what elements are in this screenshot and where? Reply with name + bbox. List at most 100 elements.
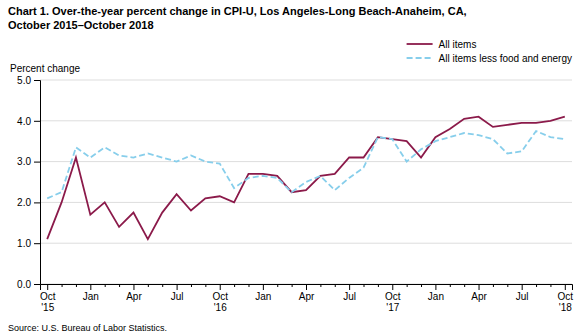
x-tick: [421, 284, 422, 287]
x-tick: Jul: [343, 284, 356, 302]
y-tick-mark: [34, 243, 40, 244]
y-tick-label: 0.0: [17, 279, 31, 290]
x-tick-mark: [479, 284, 480, 290]
x-tick-label-line: Jan: [255, 291, 271, 302]
x-tick-mark: [133, 284, 134, 290]
x-tick-mark: [536, 284, 537, 287]
x-tick-mark: [522, 284, 523, 290]
x-tick-label: Oct'16: [212, 291, 228, 313]
x-tick-mark: [191, 284, 192, 287]
x-tick-mark: [105, 284, 106, 287]
x-tick-mark: [565, 284, 566, 290]
x-tick: [105, 284, 106, 287]
x-axis: Oct'15JanAprJulOct'16JanAprJulOct'17JanA…: [40, 284, 573, 313]
x-tick: Jan: [255, 284, 271, 302]
x-tick-mark: [119, 284, 120, 287]
y-axis: 0.0 1.0 2.0 3.0 4.0 5.0: [17, 75, 40, 290]
x-tick-mark: [364, 284, 365, 287]
x-tick: Oct'16: [212, 284, 228, 313]
y-tick: 3.0: [17, 156, 40, 167]
y-tick-mark: [34, 162, 40, 163]
x-tick-label-line: Apr: [471, 291, 487, 302]
x-tick-label-line: Jul: [171, 291, 184, 302]
x-tick: [277, 284, 278, 287]
x-tick-mark: [507, 284, 508, 287]
y-tick-label: 2.0: [17, 197, 31, 208]
x-axis-line: [41, 285, 573, 291]
x-tick-mark: [349, 284, 350, 290]
x-tick: Jan: [83, 284, 99, 302]
x-tick-mark: [392, 284, 393, 290]
x-tick: [335, 284, 336, 287]
x-tick: Apr: [299, 284, 315, 302]
x-tick-label: Jul: [516, 291, 529, 302]
x-tick-mark: [248, 284, 249, 287]
x-tick: [450, 284, 451, 287]
y-tick: 5.0: [17, 75, 40, 86]
x-tick: [507, 284, 508, 287]
y-tick: 2.0: [17, 197, 40, 208]
lines: [47, 117, 565, 239]
x-tick-label: Apr: [126, 291, 142, 302]
x-tick-label-line: Oct: [40, 291, 56, 302]
x-tick-label-line: Oct: [212, 291, 228, 302]
title: Chart 1. Over-the-year percent change in…: [8, 5, 467, 17]
x-tick: Apr: [126, 284, 142, 302]
x-tick-mark: [306, 284, 307, 290]
y-tick-label: 5.0: [17, 75, 31, 86]
y-label: Percent change: [10, 63, 80, 74]
legend-label: All items less food and energy: [439, 53, 572, 64]
x-tick-mark: [220, 284, 221, 290]
x-tick: [464, 284, 465, 287]
x-tick: [162, 284, 163, 287]
x-tick-label-line: Jul: [343, 291, 356, 302]
x-tick-mark: [378, 284, 379, 287]
x-tick: Oct'15: [40, 284, 56, 313]
x-tick-label-line: '18: [559, 302, 572, 313]
x-tick-label: Jan: [255, 291, 271, 302]
grid-line: [40, 80, 572, 81]
x-tick: [205, 284, 206, 287]
x-tick: [320, 284, 321, 287]
legend-item: All items less food and energy: [407, 53, 572, 64]
y-tick-label: 4.0: [17, 116, 31, 127]
grid-line: [40, 161, 572, 162]
x-tick: [407, 284, 408, 287]
x-tick-label: Jul: [343, 291, 356, 302]
x-tick-mark: [421, 284, 422, 287]
x-tick-label: Oct'15: [40, 291, 56, 313]
x-tick: Jul: [516, 284, 529, 302]
grid: [40, 80, 572, 284]
y-tick: 1.0: [17, 238, 40, 249]
x-tick: [191, 284, 192, 287]
plot: 0.0 1.0 2.0 3.0 4.0 5.0 Oct'15 Jan Apr Jul Oct'16 J…: [17, 75, 573, 313]
legend-item: All items: [407, 39, 477, 50]
x-tick: [550, 284, 551, 287]
x-tick: [364, 284, 365, 287]
legend-label: All items: [439, 39, 477, 50]
x-tick-label-line: Oct: [385, 291, 401, 302]
x-tick: Oct'17: [385, 284, 401, 313]
y-tick: 0.0: [17, 279, 40, 290]
x-tick-mark: [234, 284, 235, 287]
legend-swatch: [407, 43, 433, 45]
x-tick: [378, 284, 379, 287]
x-tick: Apr: [471, 284, 487, 302]
x-tick: [234, 284, 235, 287]
x-tick: [292, 284, 293, 287]
y-tick-mark: [34, 121, 40, 122]
x-tick-label-line: Apr: [126, 291, 142, 302]
x-tick-mark: [90, 284, 91, 290]
x-tick: [148, 284, 149, 287]
x-tick-mark: [464, 284, 465, 287]
y-tick: 4.0: [17, 116, 40, 127]
y-tick-mark: [34, 202, 40, 203]
x-tick-label: Oct'17: [385, 291, 401, 313]
x-tick: [493, 284, 494, 287]
x-tick-label-line: '17: [386, 302, 399, 313]
x-tick-label: Jan: [83, 291, 99, 302]
x-tick-mark: [62, 284, 63, 287]
x-tick-mark: [435, 284, 436, 290]
x-tick-label: Jan: [428, 291, 444, 302]
x-tick-label-line: Jan: [428, 291, 444, 302]
